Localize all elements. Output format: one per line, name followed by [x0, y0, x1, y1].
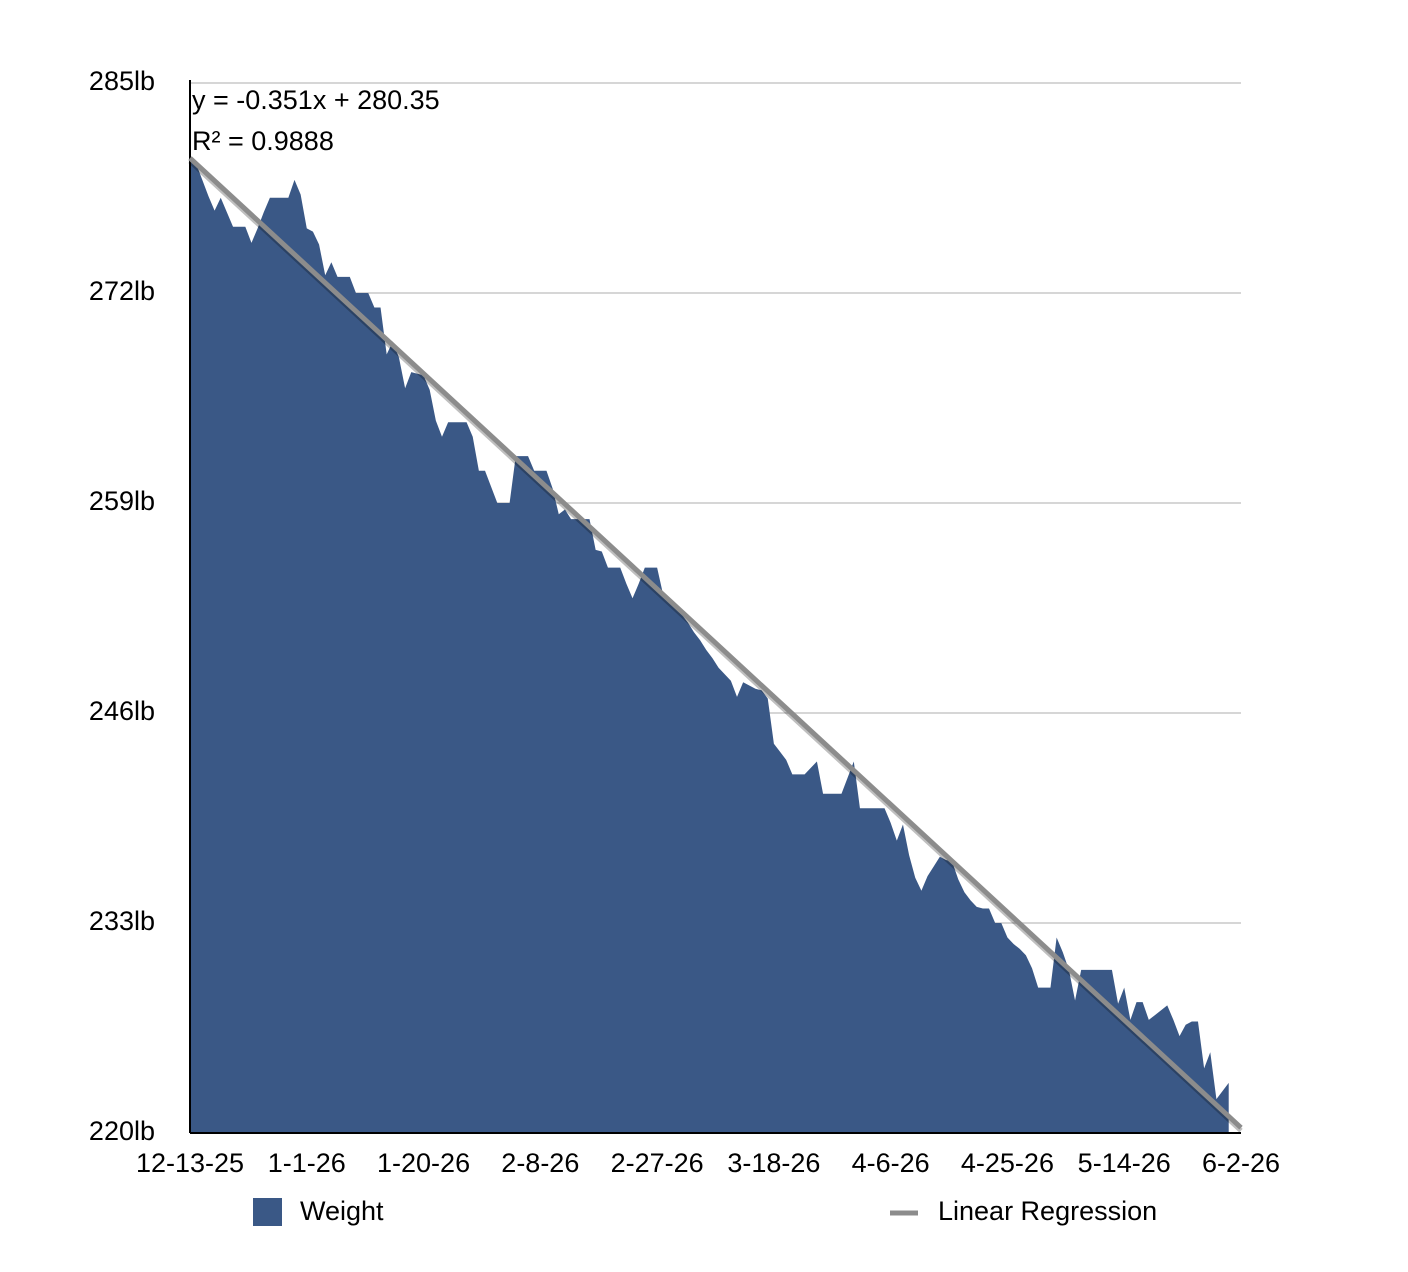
legend-label: Linear Regression [938, 1196, 1157, 1226]
y-tick-label: 272lb [89, 276, 155, 306]
equation-annotation: y = -0.351x + 280.35 [192, 85, 440, 115]
r-squared-annotation: R² = 0.9888 [192, 126, 334, 156]
legend-swatch [253, 1198, 282, 1226]
y-tick-label: 233lb [89, 906, 155, 936]
x-tick-label: 4-6-26 [852, 1148, 930, 1178]
x-tick-label: 4-25-26 [961, 1148, 1054, 1178]
x-tick-label: 6-2-26 [1202, 1148, 1280, 1178]
x-tick-label: 5-14-26 [1078, 1148, 1171, 1178]
x-tick-label: 2-8-26 [501, 1148, 579, 1178]
x-tick-label: 12-13-25 [136, 1148, 244, 1178]
x-tick-label: 3-18-26 [727, 1148, 820, 1178]
legend-label: Weight [300, 1196, 384, 1226]
y-tick-label: 220lb [89, 1116, 155, 1146]
y-tick-label: 259lb [89, 486, 155, 516]
x-tick-label: 2-27-26 [611, 1148, 704, 1178]
x-tick-label: 1-1-26 [268, 1148, 346, 1178]
y-tick-label: 285lb [89, 66, 155, 96]
x-tick-label: 1-20-26 [377, 1148, 470, 1178]
y-tick-label: 246lb [89, 696, 155, 726]
trendline [188, 156, 1243, 1130]
weight-area [190, 155, 1229, 1133]
